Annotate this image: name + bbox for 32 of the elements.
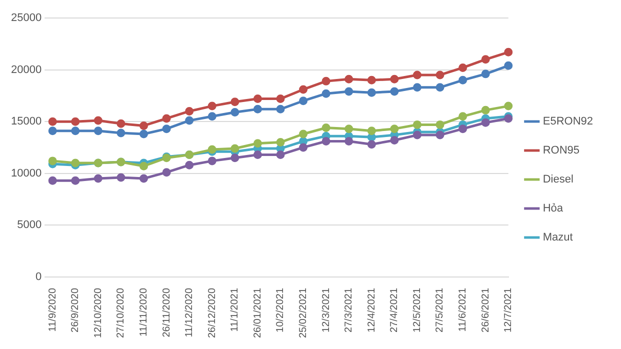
x-tick-label: 11/9/2020: [47, 288, 58, 332]
x-tick-label: 27/5/2021: [434, 288, 446, 332]
x-tick-label: 27/10/2020: [116, 288, 127, 338]
y-tick-label: 10000: [10, 167, 42, 180]
x-tick-label: 11/12/2020: [184, 288, 196, 338]
y-tick-label: 5000: [17, 219, 42, 232]
x-tick-label: 12/3/2021: [320, 288, 332, 332]
y-tick-label: 25000: [10, 12, 42, 24]
x-tick-label: 26/01/2021: [252, 288, 264, 338]
x-tick-label: 10/2/2021: [275, 288, 286, 332]
legend-label: Hỏa: [542, 202, 564, 215]
x-tick-label: 12/7/2021: [503, 288, 514, 332]
x-tick-label: 27/4/2021: [389, 288, 400, 332]
x-tick-label: 26/6/2021: [480, 288, 492, 332]
legend-label: E5RON92: [542, 116, 594, 128]
x-tick-label: 12/5/2021: [412, 288, 423, 332]
y-tick-label: 15000: [10, 116, 42, 128]
legend-label: Diesel: [542, 174, 574, 186]
x-tick-label: 25/02/2021: [298, 288, 310, 338]
x-tick-label: 12/4/2021: [366, 288, 378, 332]
x-tick-label: 11/6/2021: [458, 288, 469, 332]
x-tick-label: 11/11/2020: [138, 288, 150, 337]
x-tick-label: 26/11/2020: [161, 288, 172, 338]
legend-label: RON95: [542, 144, 580, 157]
x-tick-label: 27/3/2021: [344, 288, 355, 332]
x-tick-label: 12/10/2020: [92, 288, 104, 338]
legend-label: Mazut: [542, 232, 573, 244]
y-tick-label: 0: [35, 270, 42, 283]
x-tick-label: 26/9/2020: [70, 288, 82, 332]
x-tick-label: 26/12/2020: [206, 288, 218, 338]
x-tick-label: 11/1/2021: [230, 288, 241, 332]
y-tick-label: 20000: [10, 64, 42, 76]
